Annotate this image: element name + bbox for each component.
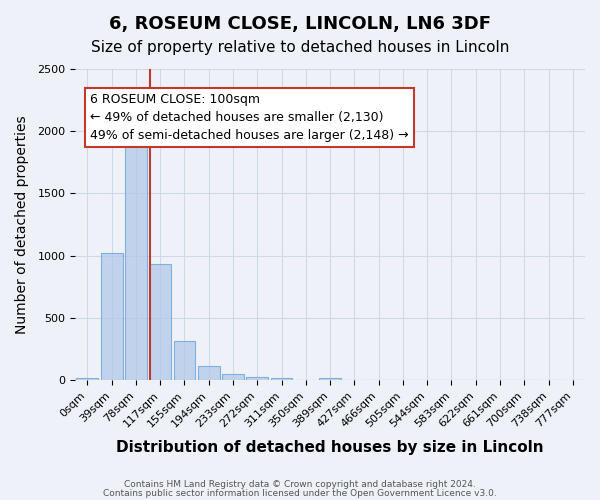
X-axis label: Distribution of detached houses by size in Lincoln: Distribution of detached houses by size … [116, 440, 544, 455]
Bar [76, 378, 98, 380]
Y-axis label: Number of detached properties: Number of detached properties [15, 116, 29, 334]
Bar [198, 366, 220, 380]
Bar [247, 376, 268, 380]
Bar [149, 264, 171, 380]
Text: 6, ROSEUM CLOSE, LINCOLN, LN6 3DF: 6, ROSEUM CLOSE, LINCOLN, LN6 3DF [109, 15, 491, 33]
Bar [101, 253, 122, 380]
Text: 6 ROSEUM CLOSE: 100sqm
← 49% of detached houses are smaller (2,130)
49% of semi-: 6 ROSEUM CLOSE: 100sqm ← 49% of detached… [90, 92, 409, 142]
Bar [173, 341, 196, 380]
Bar [271, 378, 292, 380]
Bar [125, 144, 147, 380]
Bar [222, 374, 244, 380]
Bar [319, 378, 341, 380]
Text: Size of property relative to detached houses in Lincoln: Size of property relative to detached ho… [91, 40, 509, 55]
Text: Contains public sector information licensed under the Open Government Licence v3: Contains public sector information licen… [103, 489, 497, 498]
Text: Contains HM Land Registry data © Crown copyright and database right 2024.: Contains HM Land Registry data © Crown c… [124, 480, 476, 489]
